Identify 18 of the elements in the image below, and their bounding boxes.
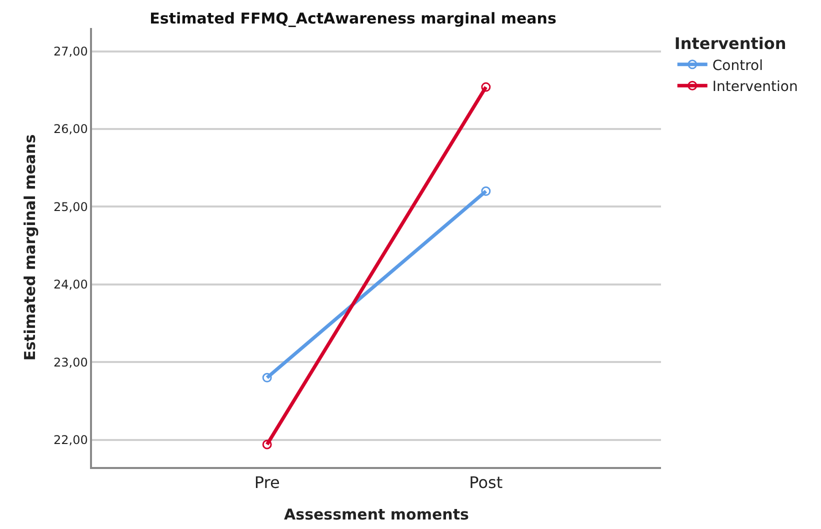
point <box>262 372 272 382</box>
point <box>262 440 272 450</box>
legend-label: Intervention <box>712 79 798 96</box>
point <box>481 186 491 196</box>
y-tick-label: 22,00 <box>53 433 88 448</box>
point <box>481 82 491 92</box>
x-tick-label: Pre <box>254 472 280 492</box>
y-tick-label: 25,00 <box>53 200 88 214</box>
y-tick-label: 26,00 <box>53 122 88 136</box>
chart-title: Estimated FFMQ_ActAwareness marginal means <box>150 10 556 28</box>
y-tick-label: 24,00 <box>53 278 88 292</box>
x-axis-title: Assessment moments <box>284 505 470 524</box>
x-tick-label: Post <box>469 472 503 492</box>
legend-title: Intervention <box>674 34 786 53</box>
y-tick-label: 27,00 <box>53 44 88 59</box>
legend-label: Control <box>712 58 763 74</box>
y-axis-title: Estimated marginal means <box>21 134 40 361</box>
y-tick-label: 23,00 <box>53 355 88 370</box>
